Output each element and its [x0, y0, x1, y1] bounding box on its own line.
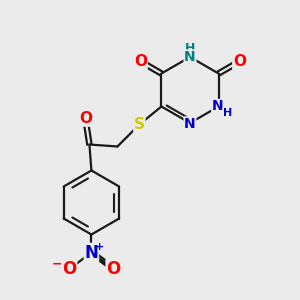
Text: O: O: [62, 260, 76, 278]
Text: H: H: [223, 107, 232, 118]
Text: −: −: [52, 258, 63, 271]
Text: O: O: [106, 260, 121, 278]
Text: N: N: [184, 117, 196, 131]
Text: O: O: [233, 54, 246, 69]
Text: N: N: [212, 100, 224, 113]
Text: O: O: [79, 111, 92, 126]
Text: O: O: [134, 54, 147, 69]
Text: N: N: [184, 50, 196, 64]
Text: +: +: [95, 242, 104, 253]
Text: S: S: [134, 117, 145, 132]
Text: N: N: [85, 244, 98, 262]
Text: H: H: [185, 43, 195, 56]
